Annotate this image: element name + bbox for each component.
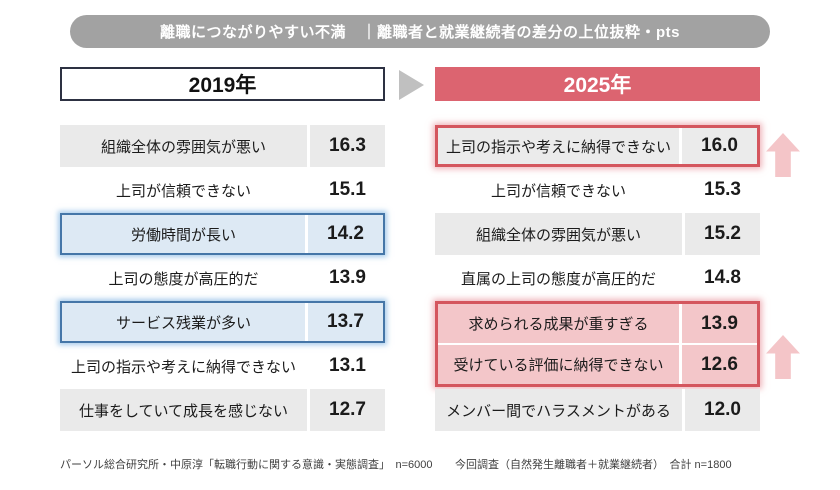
table-row-highlighted: 上司の指示や考えに納得できない 16.0 [435, 125, 760, 167]
row-value: 12.0 [685, 389, 760, 431]
cell-divider [679, 345, 682, 384]
row-value: 13.1 [329, 355, 366, 376]
table-row: 上司が信頼できない 15.1 [60, 169, 385, 211]
row-label: 組織全体の雰囲気が悪い [435, 213, 682, 255]
row-label: 仕事をしていて成長を感じない [60, 389, 307, 431]
row-value: 12.6 [682, 345, 757, 384]
row-value: 14.8 [704, 267, 741, 288]
table-row: メンバー間でハラスメントがある 12.0 [435, 389, 760, 431]
year-2025-header: 2025年 [435, 67, 760, 101]
row-value: 15.2 [685, 213, 760, 255]
row-value: 13.9 [682, 304, 757, 343]
row-label: メンバー間でハラスメントがある [435, 389, 682, 431]
row-value: 13.9 [329, 267, 366, 288]
table-row-highlighted: サービス残業が多い 13.7 [60, 301, 385, 343]
cell-divider [679, 304, 682, 343]
row-value: 13.7 [308, 303, 383, 341]
table-row: 直属の上司の態度が高圧的だ 14.8 [435, 257, 760, 299]
row-value: 16.3 [310, 125, 385, 167]
row-label: 受けている評価に納得できない [438, 345, 679, 384]
table-row-highlighted: 求められる成果が重すぎる 13.9 [438, 304, 757, 343]
column-2025: 2025年 上司の指示や考えに納得できない 16.0 上司が信頼できない 15.… [435, 67, 760, 431]
row-label: 労働時間が長い [62, 215, 305, 253]
row-value: 15.1 [329, 179, 366, 200]
cell-divider [307, 389, 310, 431]
cell-divider [305, 215, 308, 253]
cell-divider [305, 303, 308, 341]
cell-divider [682, 389, 685, 431]
cell-divider [307, 125, 310, 167]
increase-arrow-icon [766, 335, 800, 379]
row-label: サービス残業が多い [62, 303, 305, 341]
source-note-2025: 今回調査（自然発生離職者＋就業継続者） 合計 n=1800 [455, 459, 732, 471]
highlight-group: 求められる成果が重すぎる 13.9 受けている評価に納得できない 12.6 [435, 301, 760, 387]
row-label: 上司の指示や考えに納得できない [70, 358, 296, 376]
year-2019-header: 2019年 [60, 67, 385, 101]
row-label: 組織全体の雰囲気が悪い [60, 125, 307, 167]
column-2019: 2019年 組織全体の雰囲気が悪い 16.3 上司が信頼できない 15.1 労働… [60, 67, 385, 431]
rows-2025: 上司の指示や考えに納得できない 16.0 上司が信頼できない 15.3 組織全体… [435, 125, 760, 431]
cell-divider [679, 128, 682, 164]
row-value: 15.3 [704, 179, 741, 200]
rows-2019: 組織全体の雰囲気が悪い 16.3 上司が信頼できない 15.1 労働時間が長い … [60, 125, 385, 431]
table-row: 上司の指示や考えに納得できない 13.1 [60, 345, 385, 387]
table-row-highlighted: 受けている評価に納得できない 12.6 [438, 345, 757, 384]
row-label: 上司の指示や考えに納得できない [438, 128, 679, 164]
page-title: 離職につながりやすい不満 ｜離職者と就業継続者の差分の上位抜粋・pts [70, 15, 770, 48]
source-note-2019: パーソル総合研究所・中原淳「転職行動に関する意識・実態調査」 n=6000 [60, 459, 433, 471]
row-label: 上司が信頼できない [490, 182, 626, 200]
table-row: 上司が信頼できない 15.3 [435, 169, 760, 211]
row-value: 12.7 [310, 389, 385, 431]
table-row: 組織全体の雰囲気が悪い 16.3 [60, 125, 385, 167]
increase-arrow-icon [766, 133, 800, 177]
cell-divider [682, 213, 685, 255]
table-row: 組織全体の雰囲気が悪い 15.2 [435, 213, 760, 255]
row-label: 上司の態度が高圧的だ [108, 270, 259, 288]
table-row: 上司の態度が高圧的だ 13.9 [60, 257, 385, 299]
row-value: 14.2 [308, 215, 383, 253]
row-label: 直属の上司の態度が高圧的だ [460, 270, 656, 288]
right-arrow-icon [399, 70, 424, 100]
table-row-highlighted: 労働時間が長い 14.2 [60, 213, 385, 255]
row-label: 上司が信頼できない [115, 182, 251, 200]
row-label: 求められる成果が重すぎる [438, 304, 679, 343]
table-row: 仕事をしていて成長を感じない 12.7 [60, 389, 385, 431]
row-value: 16.0 [682, 128, 757, 164]
